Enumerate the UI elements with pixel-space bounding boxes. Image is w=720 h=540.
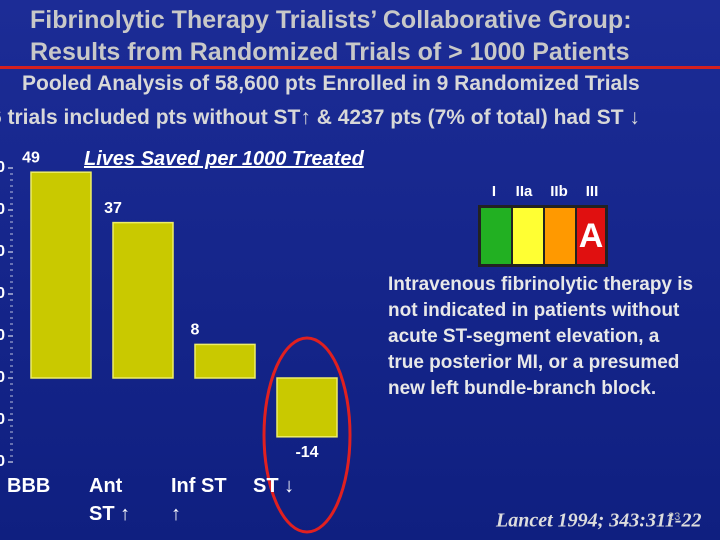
citation: Lancet 1994; 343:311-22	[495, 510, 702, 532]
class-label: IIb	[550, 183, 568, 200]
x-tick-label: ST ↓	[253, 475, 295, 497]
x-tick-label: Ant ST ↑	[89, 475, 131, 525]
bar	[112, 221, 174, 379]
x-tick-label: BBB	[7, 475, 51, 497]
class-box: I IIa IIb III A	[478, 183, 608, 267]
y-tick-label: 0	[0, 369, 5, 386]
title-line: Results from Randomized Trials of > 1000…	[30, 38, 630, 66]
value-label: -14	[295, 444, 318, 461]
class-cell	[577, 208, 605, 264]
class-cell	[481, 208, 511, 264]
text-line: acute ST-segment elevation, a	[388, 326, 660, 347]
y-tick-label: 20	[0, 285, 5, 302]
y-tick-label: -20	[0, 453, 5, 470]
subtitle-line: Pooled Analysis of 58,600 pts Enrolled i…	[22, 72, 640, 95]
bar	[30, 171, 92, 379]
title-line: Fibrinolytic Therapy Trialists’ Collabor…	[30, 6, 632, 34]
text-line: true posterior MI, or a presumed	[388, 352, 680, 373]
class-label: III	[586, 183, 599, 200]
text-line: not indicated in patients without	[388, 300, 680, 321]
y-tick-label: -10	[0, 411, 5, 428]
x-tick-label: Inf ST ↑	[171, 475, 227, 525]
y-tick-label: 40	[0, 201, 5, 218]
class-label: IIa	[516, 183, 533, 200]
class-label: I	[492, 183, 496, 200]
y-tick-label: 50	[0, 159, 5, 176]
class-cell	[545, 208, 575, 264]
text-line: new left bundle-branch block.	[388, 378, 657, 399]
text-line: Intravenous fibrinolytic therapy is	[388, 274, 694, 295]
subtitle-line: 6 trials included pts without ST↑ & 4237…	[0, 106, 640, 129]
class-cell	[513, 208, 543, 264]
chart-title: Lives Saved per 1000 Treated	[84, 148, 364, 170]
level-label: A	[579, 217, 604, 255]
value-label: 37	[104, 200, 122, 217]
title-rule	[0, 66, 720, 69]
bar	[194, 343, 256, 379]
highlight-circle	[262, 336, 352, 534]
bar	[276, 377, 338, 438]
recommendation-text: Intravenous fibrinolytic therapy is not …	[388, 272, 693, 402]
y-tick-label: 30	[0, 243, 5, 260]
page-number: 23	[668, 511, 680, 523]
y-tick-label: 10	[0, 327, 5, 344]
value-label: 49	[22, 149, 40, 166]
value-label: 8	[191, 322, 200, 339]
